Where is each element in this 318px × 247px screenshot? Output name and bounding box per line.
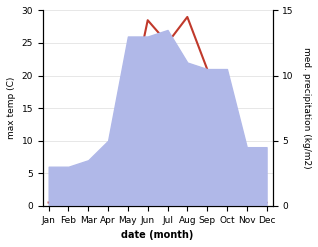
X-axis label: date (month): date (month) — [121, 230, 194, 240]
Y-axis label: max temp (C): max temp (C) — [7, 77, 16, 139]
Y-axis label: med. precipitation (kg/m2): med. precipitation (kg/m2) — [302, 47, 311, 169]
